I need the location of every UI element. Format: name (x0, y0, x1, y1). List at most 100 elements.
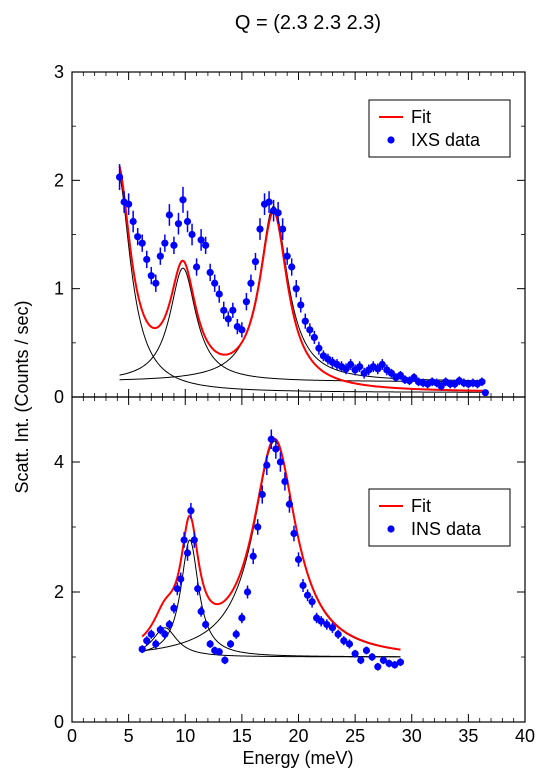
data-point-top (129, 217, 137, 226)
data-point-top (437, 382, 445, 390)
data-point-bottom (183, 549, 192, 557)
data-point-top (192, 263, 201, 271)
data-point-bottom (290, 529, 298, 538)
data-point-bottom (267, 435, 275, 443)
fit-curve-bottom (141, 437, 401, 651)
legend-data-swatch-top (387, 136, 395, 144)
data-point-bottom (317, 617, 325, 625)
data-point-top (410, 373, 418, 382)
data-point-bottom (368, 653, 376, 661)
x-tick-label: 20 (288, 726, 308, 746)
data-point-top (224, 315, 232, 323)
data-point-top (147, 272, 155, 280)
data-point-bottom (206, 640, 214, 648)
data-point-bottom (379, 656, 388, 664)
data-point-bottom (161, 630, 169, 638)
data-point-top (310, 333, 318, 342)
component-curve-top (119, 174, 486, 393)
data-point-top (481, 389, 489, 397)
data-point-top (125, 200, 133, 208)
legend-data-swatch-bottom (387, 525, 395, 533)
data-point-bottom (328, 624, 337, 632)
data-point-bottom (362, 646, 371, 655)
data-point-bottom (197, 607, 205, 616)
x-tick-label: 40 (515, 726, 535, 746)
data-point-top (115, 173, 124, 181)
data-point-bottom (272, 445, 280, 453)
data-point-top (152, 279, 160, 287)
data-point-top (356, 363, 364, 371)
data-point-bottom (187, 507, 195, 515)
data-point-top (197, 236, 205, 244)
data-point-bottom (243, 588, 252, 596)
data-point-bottom (303, 591, 312, 599)
data-point-bottom (180, 536, 188, 544)
top-panel: 0 1 2 3 Fit IXS data (54, 62, 526, 407)
data-point-bottom (294, 555, 303, 564)
data-point-top (265, 198, 273, 206)
data-point-top (138, 239, 146, 247)
data-point-bottom (334, 630, 342, 638)
data-point-top (183, 217, 192, 226)
data-point-bottom (276, 458, 284, 466)
data-point-top (174, 220, 183, 228)
data-point-bottom (156, 626, 164, 634)
x-tick-label: 35 (458, 726, 478, 746)
x-tick-label: 25 (345, 726, 365, 746)
data-point-top (165, 211, 173, 219)
y-tick-label-top: 3 (54, 62, 64, 82)
data-point-bottom (238, 614, 246, 622)
component-curve-bottom (142, 440, 401, 652)
data-point-top (179, 196, 187, 204)
data-point-bottom (170, 604, 178, 612)
legend-fit-label-top: Fit (411, 107, 431, 127)
data-point-bottom (323, 620, 331, 629)
data-point-bottom (147, 630, 155, 638)
y-axis-label: Scatt. Int. (Counts / sec) (12, 300, 32, 493)
y-tick-label-bottom: 4 (54, 452, 64, 472)
data-point-top (396, 371, 405, 379)
data-point-bottom (202, 620, 210, 629)
data-point-bottom (190, 536, 198, 544)
data-point-top (378, 360, 386, 369)
data-point-top (202, 241, 210, 249)
data-point-top (283, 252, 291, 260)
data-point-top (315, 344, 323, 352)
y-tick-label-bottom: 0 (54, 712, 64, 732)
x-tick-label: 15 (232, 726, 252, 746)
legend-box-bottom (368, 488, 511, 547)
data-point-top (374, 365, 382, 373)
data-point-bottom (152, 640, 160, 648)
data-point-bottom (396, 658, 405, 666)
x-tick-label: 5 (124, 726, 134, 746)
data-point-top (279, 225, 287, 233)
data-point-bottom (194, 585, 202, 593)
data-point-top (387, 369, 395, 377)
data-point-top (229, 306, 237, 314)
data-point-bottom (173, 585, 181, 593)
data-point-bottom (138, 645, 146, 653)
x-tick-label: 0 (67, 726, 77, 746)
x-tick-label: 10 (175, 726, 195, 746)
data-point-top (238, 326, 246, 334)
data-point-top (342, 365, 350, 373)
data-point-top (297, 301, 305, 309)
legend-fit-label-bottom: Fit (411, 496, 431, 516)
legend-data-label-bottom: INS data (411, 519, 482, 539)
data-point-top (242, 298, 251, 306)
data-point-top (478, 378, 486, 386)
data-point-top (247, 279, 255, 287)
data-point-top (346, 360, 355, 369)
data-point-bottom (221, 656, 229, 664)
data-point-top (274, 209, 282, 217)
data-point-top (156, 252, 164, 260)
y-tick-label-top: 0 (54, 387, 64, 407)
data-point-top (188, 230, 196, 239)
fit-curve-top (118, 166, 486, 392)
data-point-bottom (299, 581, 307, 590)
data-point-bottom (281, 477, 289, 486)
component-curve-bottom (141, 627, 401, 658)
data-point-bottom (254, 523, 262, 531)
data-point-bottom (249, 552, 257, 560)
data-point-bottom (391, 661, 399, 669)
